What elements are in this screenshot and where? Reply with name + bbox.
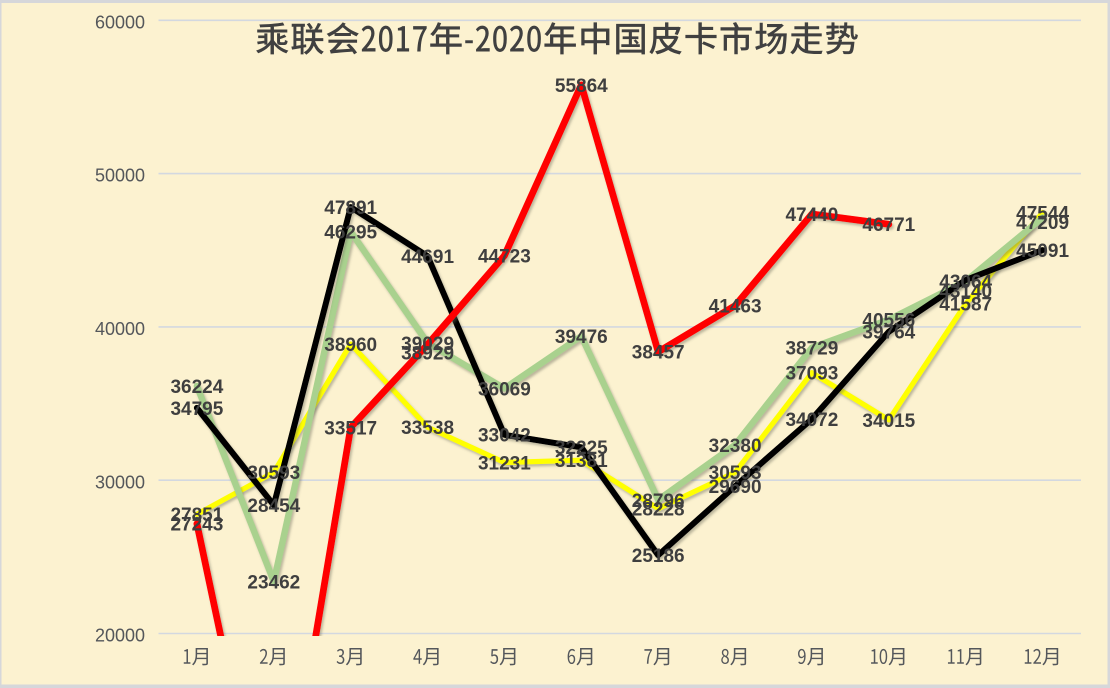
svg-text:47544: 47544	[1016, 203, 1069, 224]
svg-text:27243: 27243	[170, 515, 223, 536]
svg-text:31381: 31381	[555, 451, 608, 472]
svg-text:34795: 34795	[170, 399, 223, 420]
svg-text:43140: 43140	[939, 282, 992, 303]
svg-text:34072: 34072	[785, 410, 838, 431]
svg-text:41587: 41587	[939, 295, 992, 316]
svg-text:20000: 20000	[95, 626, 145, 646]
svg-text:40000: 40000	[95, 319, 145, 339]
svg-text:50000: 50000	[95, 166, 145, 186]
svg-text:30000: 30000	[95, 472, 145, 492]
svg-text:32380: 32380	[709, 436, 762, 457]
svg-text:46771: 46771	[862, 215, 915, 236]
svg-text:33042: 33042	[478, 426, 531, 447]
svg-text:38929: 38929	[401, 343, 454, 364]
svg-text:44691: 44691	[401, 247, 454, 268]
svg-text:37093: 37093	[785, 364, 838, 385]
svg-text:33538: 33538	[401, 418, 454, 439]
svg-text:38729: 38729	[785, 339, 838, 360]
svg-text:43064: 43064	[939, 272, 992, 293]
svg-text:30593: 30593	[247, 463, 300, 484]
svg-text:47440: 47440	[785, 205, 838, 226]
svg-text:39476: 39476	[555, 327, 608, 348]
svg-text:39764: 39764	[862, 323, 915, 344]
svg-text:39029: 39029	[401, 334, 454, 355]
svg-text:23462: 23462	[247, 573, 300, 594]
svg-text:45091: 45091	[1016, 241, 1069, 262]
svg-text:47209: 47209	[1016, 213, 1069, 234]
svg-text:36069: 36069	[478, 379, 531, 400]
svg-text:28454: 28454	[247, 496, 300, 517]
svg-text:29690: 29690	[709, 477, 762, 498]
svg-text:34015: 34015	[862, 411, 915, 432]
svg-text:32225: 32225	[555, 438, 608, 459]
svg-text:44723: 44723	[478, 247, 531, 268]
svg-text:38457: 38457	[632, 343, 685, 364]
svg-text:31231: 31231	[478, 453, 531, 474]
svg-text:46295: 46295	[324, 223, 377, 244]
svg-text:36224: 36224	[170, 377, 223, 398]
svg-text:60000: 60000	[95, 12, 145, 32]
svg-text:27851: 27851	[170, 505, 223, 526]
svg-text:41463: 41463	[709, 297, 762, 318]
svg-text:30593: 30593	[709, 463, 762, 484]
svg-text:25186: 25186	[632, 546, 685, 567]
svg-text:47891: 47891	[324, 198, 377, 219]
svg-text:28228: 28228	[632, 500, 685, 521]
svg-text:33517: 33517	[324, 418, 377, 439]
svg-text:38960: 38960	[324, 335, 377, 356]
svg-text:40556: 40556	[862, 311, 915, 332]
svg-text:28796: 28796	[632, 491, 685, 512]
svg-text:55864: 55864	[555, 76, 608, 97]
